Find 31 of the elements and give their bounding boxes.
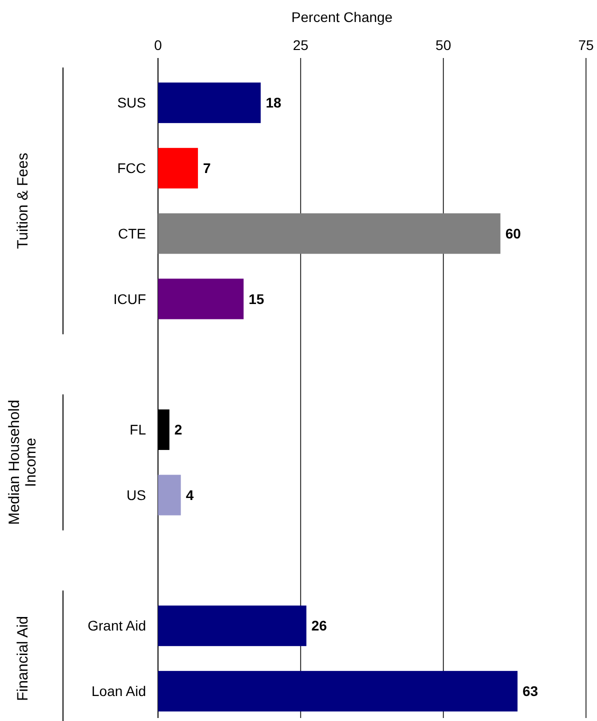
bar [158, 278, 244, 320]
y-tick-label: SUS [117, 94, 146, 111]
text: Tuition & Fees [14, 152, 32, 249]
text: Median Household Income [6, 400, 40, 525]
data-label: 2 [174, 422, 182, 438]
y-tick-label: ICUF [113, 290, 146, 307]
data-label: 26 [311, 618, 328, 634]
y-tick-label: FCC [117, 160, 146, 176]
x-tick-label: 75 [578, 37, 594, 53]
bar [158, 474, 181, 516]
bar [158, 82, 261, 124]
text: Financial Aid [14, 616, 32, 702]
y-tick-label: CTE [118, 225, 146, 242]
bar [158, 606, 306, 646]
data-label: 60 [505, 225, 522, 242]
data-label: 15 [248, 290, 264, 307]
x-tick-label: 0 [154, 37, 162, 53]
y-tick-label: US [126, 486, 146, 503]
data-label: 4 [186, 486, 194, 503]
y-tick-label: Loan Aid [92, 683, 146, 700]
data-label: 7 [202, 160, 211, 176]
data-label: 63 [522, 683, 538, 700]
bar [158, 670, 518, 712]
x-axis-title: Percent Change [291, 9, 393, 25]
bar [158, 213, 500, 254]
y-tick-label: Grant Aid [88, 618, 146, 634]
y-tick-label: FL [130, 422, 146, 438]
data-label: 18 [266, 94, 282, 111]
x-tick-label: 50 [436, 37, 452, 53]
x-tick-label: 25 [292, 37, 309, 53]
bar [158, 148, 198, 188]
